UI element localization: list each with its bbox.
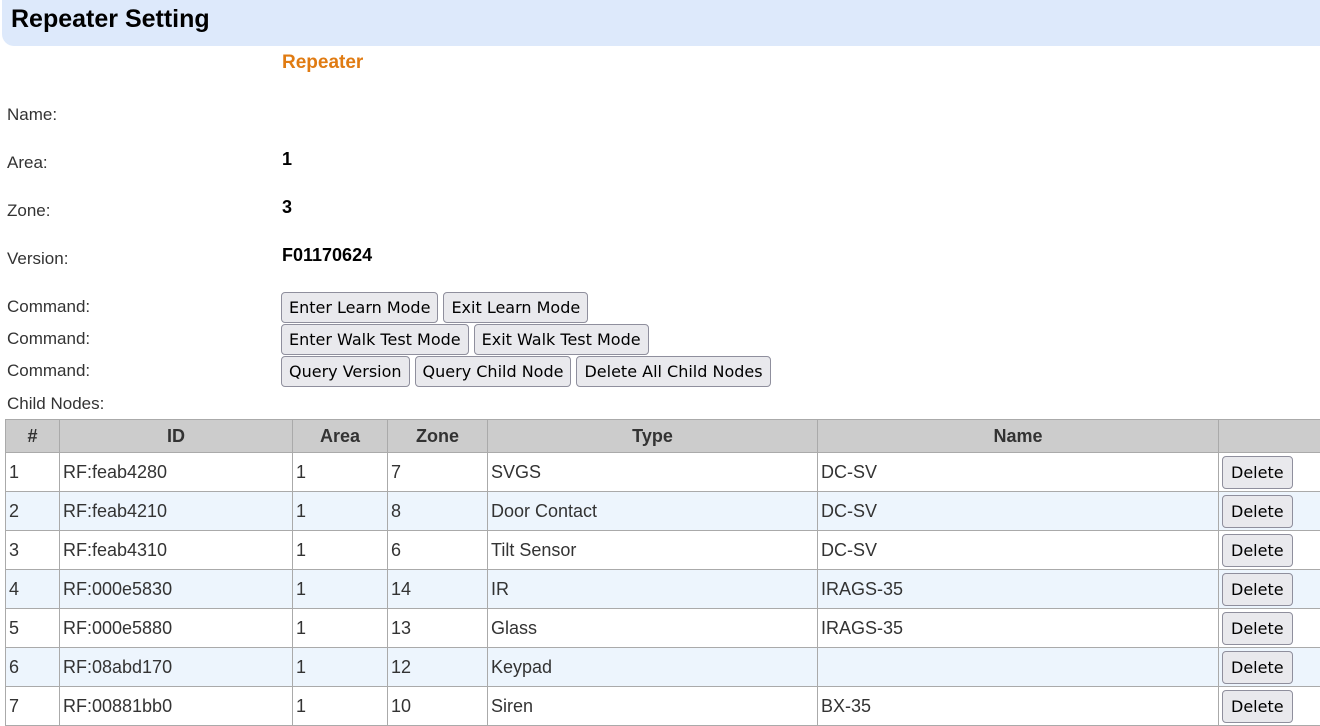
col-action [1219,420,1320,453]
version-value: F01170624 [282,245,372,266]
enter-walk-test-button[interactable]: Enter Walk Test Mode [281,324,469,355]
row-area: 1 [293,492,388,531]
query-child-node-button[interactable]: Query Child Node [415,356,572,387]
row-type: IR [488,570,818,609]
row-type: Siren [488,687,818,726]
exit-walk-test-button[interactable]: Exit Walk Test Mode [474,324,649,355]
row-number: 1 [6,453,60,492]
row-name: IRAGS-35 [818,570,1219,609]
row-name: DC-SV [818,453,1219,492]
command-label: Command: [7,361,90,381]
page-header: Repeater Setting [2,0,1320,46]
name-label: Name: [7,105,57,125]
delete-button[interactable]: Delete [1222,651,1293,684]
row-id: RF:08abd170 [60,648,293,687]
row-id: RF:feab4210 [60,492,293,531]
enter-learn-mode-button[interactable]: Enter Learn Mode [281,292,438,323]
delete-button[interactable]: Delete [1222,612,1293,645]
delete-all-child-nodes-button[interactable]: Delete All Child Nodes [576,356,770,387]
row-id: RF:00881bb0 [60,687,293,726]
row-name [818,648,1219,687]
command-label: Command: [7,329,90,349]
row-action: Delete [1219,570,1320,609]
delete-button[interactable]: Delete [1222,573,1293,606]
delete-button[interactable]: Delete [1222,495,1293,528]
row-type: Tilt Sensor [488,531,818,570]
col-area: Area [293,420,388,453]
row-number: 5 [6,609,60,648]
row-type: Keypad [488,648,818,687]
row-action: Delete [1219,492,1320,531]
row-name: IRAGS-35 [818,609,1219,648]
row-area: 1 [293,453,388,492]
row-id: RF:000e5830 [60,570,293,609]
area-label: Area: [7,153,48,173]
row-area: 1 [293,531,388,570]
col-id: ID [60,420,293,453]
version-label: Version: [7,249,68,269]
zone-label: Zone: [7,201,50,221]
row-area: 1 [293,687,388,726]
row-id: RF:feab4310 [60,531,293,570]
child-nodes-label: Child Nodes: [7,394,104,414]
row-number: 7 [6,687,60,726]
row-zone: 10 [388,687,488,726]
row-zone: 6 [388,531,488,570]
row-action: Delete [1219,453,1320,492]
row-action: Delete [1219,648,1320,687]
row-action: Delete [1219,687,1320,726]
row-action: Delete [1219,531,1320,570]
delete-button[interactable]: Delete [1222,456,1293,489]
row-number: 4 [6,570,60,609]
row-id: RF:feab4280 [60,453,293,492]
row-area: 1 [293,609,388,648]
delete-button[interactable]: Delete [1222,690,1293,723]
row-type: Door Contact [488,492,818,531]
row-type: SVGS [488,453,818,492]
row-area: 1 [293,570,388,609]
row-number: 3 [6,531,60,570]
col-number: # [6,420,60,453]
delete-button[interactable]: Delete [1222,534,1293,567]
row-type: Glass [488,609,818,648]
row-id: RF:000e5880 [60,609,293,648]
row-number: 2 [6,492,60,531]
row-area: 1 [293,648,388,687]
row-number: 6 [6,648,60,687]
row-zone: 12 [388,648,488,687]
row-name: DC-SV [818,531,1219,570]
col-zone: Zone [388,420,488,453]
row-name: BX-35 [818,687,1219,726]
row-action: Delete [1219,609,1320,648]
row-zone: 13 [388,609,488,648]
row-zone: 7 [388,453,488,492]
page-title: Repeater Setting [11,5,210,34]
col-type: Type [488,420,818,453]
row-zone: 8 [388,492,488,531]
exit-learn-mode-button[interactable]: Exit Learn Mode [443,292,588,323]
row-zone: 14 [388,570,488,609]
col-name: Name [818,420,1219,453]
row-name: DC-SV [818,492,1219,531]
query-version-button[interactable]: Query Version [281,356,410,387]
device-type: Repeater [282,52,363,74]
area-value: 1 [282,149,292,170]
zone-value: 3 [282,197,292,218]
command-label: Command: [7,297,90,317]
